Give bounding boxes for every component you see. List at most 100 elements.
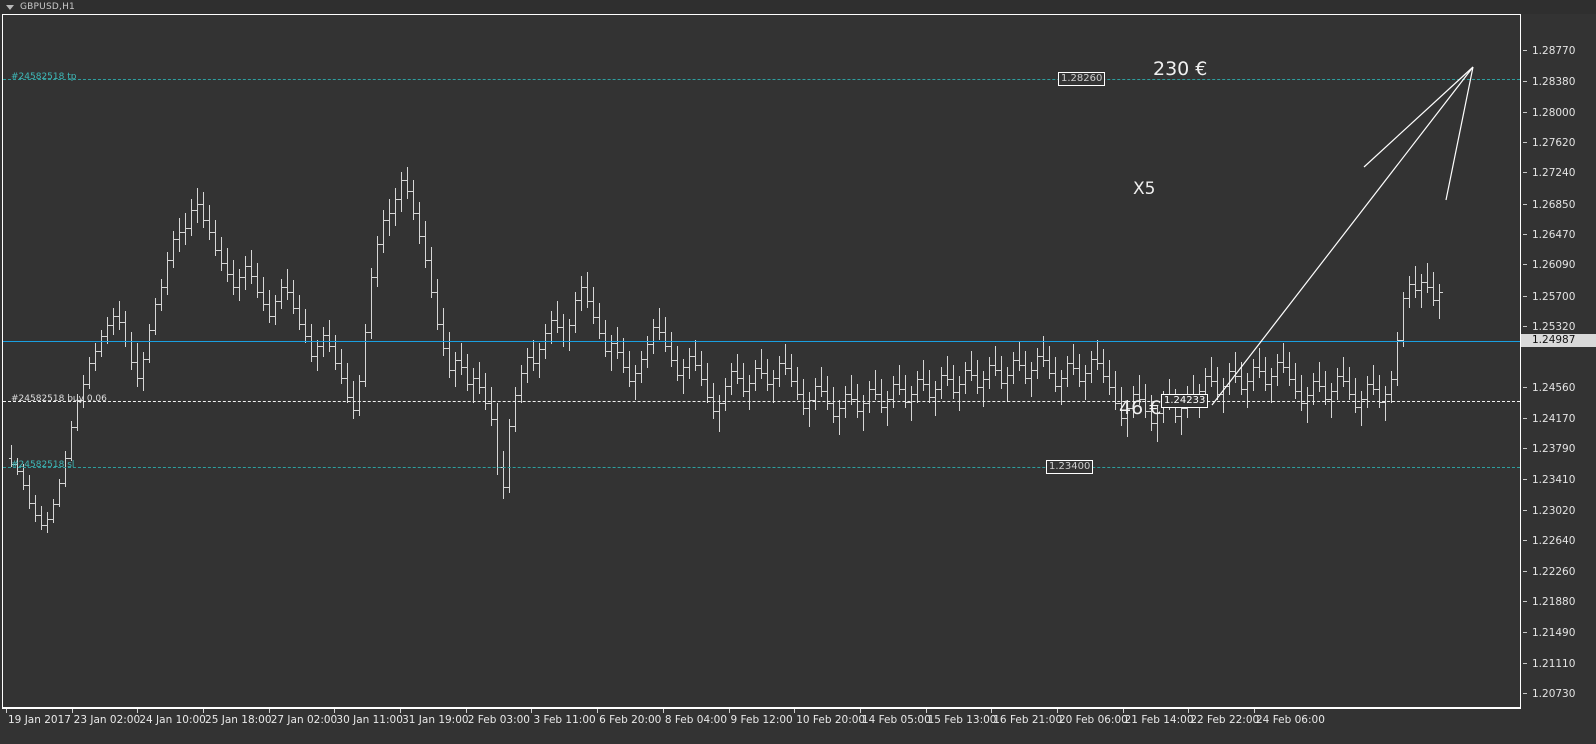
price-bar — [1055, 357, 1056, 393]
price-bar-close-tick — [582, 286, 585, 288]
price-bar-open-tick — [585, 286, 588, 288]
price-bar — [1283, 342, 1284, 374]
price-axis-tick-label: 1.21490 — [1532, 627, 1576, 640]
price-bar-close-tick — [948, 379, 951, 381]
price-bar-open-tick — [183, 232, 186, 234]
price-axis[interactable]: 1.28770 1.28380 1.28000 1.27620 1.27240 1.268… — [1521, 14, 1596, 708]
price-bar-open-tick — [177, 238, 180, 240]
price-bar-close-tick — [246, 265, 249, 267]
price-bar-close-tick — [354, 409, 357, 411]
price-bar-open-tick — [1101, 363, 1104, 365]
price-bar-close-tick — [714, 411, 717, 413]
price-bar-close-tick — [792, 381, 795, 383]
price-bar-close-tick — [132, 361, 135, 363]
price-bar-close-tick — [1080, 381, 1083, 383]
price-bar-close-tick — [174, 238, 177, 240]
price-bar-close-tick — [150, 329, 153, 331]
price-bar-open-tick — [993, 365, 996, 367]
price-bar-open-tick — [741, 377, 744, 379]
price-bar-open-tick — [255, 275, 258, 277]
price-bar-close-tick — [774, 377, 777, 379]
annotation-profit-target[interactable]: 230 € — [1153, 58, 1208, 80]
price-bar-open-tick — [1065, 377, 1068, 379]
annotation-risk-amount[interactable]: 46 € — [1119, 397, 1162, 419]
price-bar — [737, 353, 738, 385]
price-bar-open-tick — [351, 397, 354, 399]
price-bar-close-tick — [960, 384, 963, 386]
price-bar-close-tick — [468, 384, 471, 386]
price-bar-close-tick — [420, 235, 423, 237]
price-bar — [629, 350, 630, 388]
price-bar-close-tick — [702, 379, 705, 381]
price-bar-open-tick — [1125, 417, 1128, 419]
price-bar — [761, 349, 762, 380]
price-bar-close-tick — [1116, 403, 1119, 405]
trade-level-price-tag[interactable]: 1.24233 — [1161, 393, 1209, 408]
price-bar-open-tick — [1113, 387, 1116, 389]
price-bar-close-tick — [660, 331, 663, 333]
chart-plot-area[interactable]: #24582518 tp 1.28260 #24582518 buy 0.06 1.2… — [2, 14, 1521, 708]
price-bar — [419, 201, 420, 244]
price-axis-tick: 1.21490 — [1521, 627, 1596, 639]
price-bar-close-tick — [624, 366, 627, 368]
price-bar-open-tick — [699, 365, 702, 367]
price-bar — [1319, 361, 1320, 393]
price-axis-tick-label: 1.23410 — [1532, 473, 1576, 486]
price-bar-open-tick — [495, 419, 498, 421]
annotation-multiplier[interactable]: X5 — [1133, 179, 1156, 199]
price-bar — [617, 326, 618, 359]
price-bar-open-tick — [135, 361, 138, 363]
price-bar-open-tick — [1257, 366, 1260, 368]
price-bar-open-tick — [711, 397, 714, 399]
price-bar — [77, 393, 78, 431]
chevron-down-icon[interactable] — [6, 4, 14, 10]
trade-level-price-tag[interactable]: 1.23400 — [1046, 460, 1094, 475]
price-bar-open-tick — [717, 411, 720, 413]
price-bar-close-tick — [606, 350, 609, 352]
price-bar-close-tick — [972, 374, 975, 376]
price-bar — [749, 374, 750, 410]
price-bar-open-tick — [1209, 376, 1212, 378]
trade-level-price-tag[interactable]: 1.28260 — [1058, 71, 1106, 86]
price-bar-open-tick — [1029, 377, 1032, 379]
price-bar — [563, 313, 564, 348]
price-bar-open-tick — [459, 360, 462, 362]
price-bar — [779, 355, 780, 388]
price-bar-close-tick — [708, 397, 711, 399]
price-bar — [83, 374, 84, 409]
price-bar — [101, 329, 102, 358]
price-bar — [1079, 353, 1080, 388]
price-bar-open-tick — [615, 342, 618, 344]
price-bar — [1241, 361, 1242, 396]
price-bar-close-tick — [690, 355, 693, 357]
price-axis-tick-label: 1.21880 — [1532, 596, 1576, 609]
price-axis-tick: 1.23020 — [1521, 505, 1596, 517]
price-bar — [161, 278, 162, 311]
price-bar-open-tick — [573, 325, 576, 327]
price-bar — [167, 251, 168, 295]
price-bar-open-tick — [1437, 299, 1440, 301]
price-bar — [1277, 353, 1278, 386]
price-bar-close-tick — [168, 259, 171, 261]
price-bar-open-tick — [831, 403, 834, 405]
price-bar-close-tick — [330, 345, 333, 347]
price-bar-close-tick — [1134, 393, 1137, 395]
price-bar-close-tick — [138, 377, 141, 379]
time-axis[interactable]: 19 Jan 2017 23 Jan 02:00 24 Jan 10:00 25 Ja… — [2, 708, 1521, 730]
price-bar-open-tick — [807, 408, 810, 410]
price-bar-open-tick — [1341, 376, 1344, 378]
price-axis-tick: 1.25700 — [1521, 291, 1596, 303]
price-bar-close-tick — [306, 336, 309, 338]
price-bar — [659, 307, 660, 340]
price-axis-tick-label: 1.21110 — [1532, 657, 1576, 670]
price-bar-open-tick — [315, 355, 318, 357]
price-bar — [773, 369, 774, 404]
price-bar — [947, 355, 948, 386]
price-axis-tick-label: 1.27240 — [1532, 167, 1576, 180]
price-axis-tick: 1.28770 — [1521, 45, 1596, 57]
price-bar-open-tick — [1299, 390, 1302, 392]
price-bar — [647, 336, 648, 369]
price-bar-close-tick — [594, 317, 597, 319]
price-bar-close-tick — [102, 336, 105, 338]
price-bar-open-tick — [117, 315, 120, 317]
